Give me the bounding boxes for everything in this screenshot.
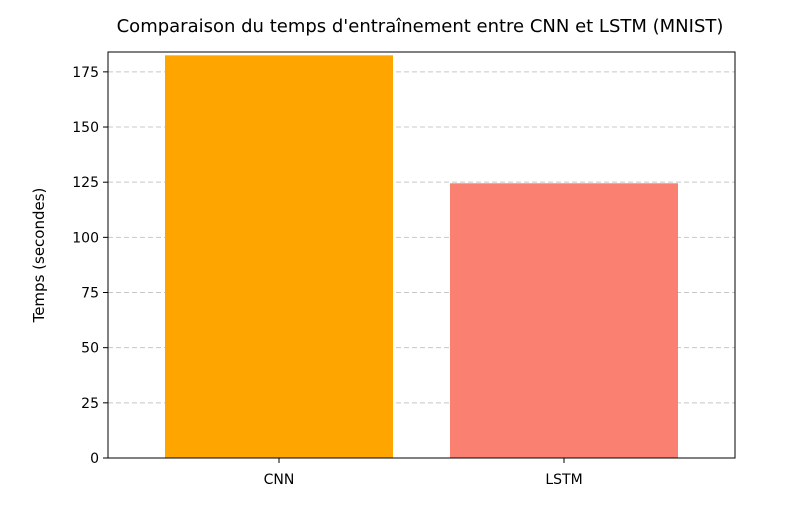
y-tick-label: 125 bbox=[72, 175, 99, 191]
bar-cnn bbox=[165, 55, 393, 458]
y-tick-label: 100 bbox=[72, 230, 99, 246]
x-tick-label: CNN bbox=[264, 472, 295, 488]
y-tick-label: 50 bbox=[81, 341, 99, 357]
y-tick-label: 25 bbox=[81, 396, 99, 412]
y-tick-label: 150 bbox=[72, 120, 99, 136]
y-tick-label: 0 bbox=[90, 451, 99, 467]
x-axis-ticks: CNN LSTM bbox=[264, 458, 583, 488]
chart-title: Comparaison du temps d'entraînement entr… bbox=[117, 16, 724, 37]
plot-frame bbox=[107, 51, 736, 459]
y-axis-title: Temps (secondes) bbox=[30, 188, 48, 324]
bar-lstm bbox=[450, 183, 678, 459]
y-axis-ticks: 0 25 50 75 100 125 150 175 bbox=[72, 65, 108, 467]
x-tick-label: LSTM bbox=[545, 472, 582, 488]
bars bbox=[165, 55, 678, 459]
y-tick-label: 175 bbox=[72, 65, 99, 81]
y-tick-label: 75 bbox=[81, 286, 99, 302]
